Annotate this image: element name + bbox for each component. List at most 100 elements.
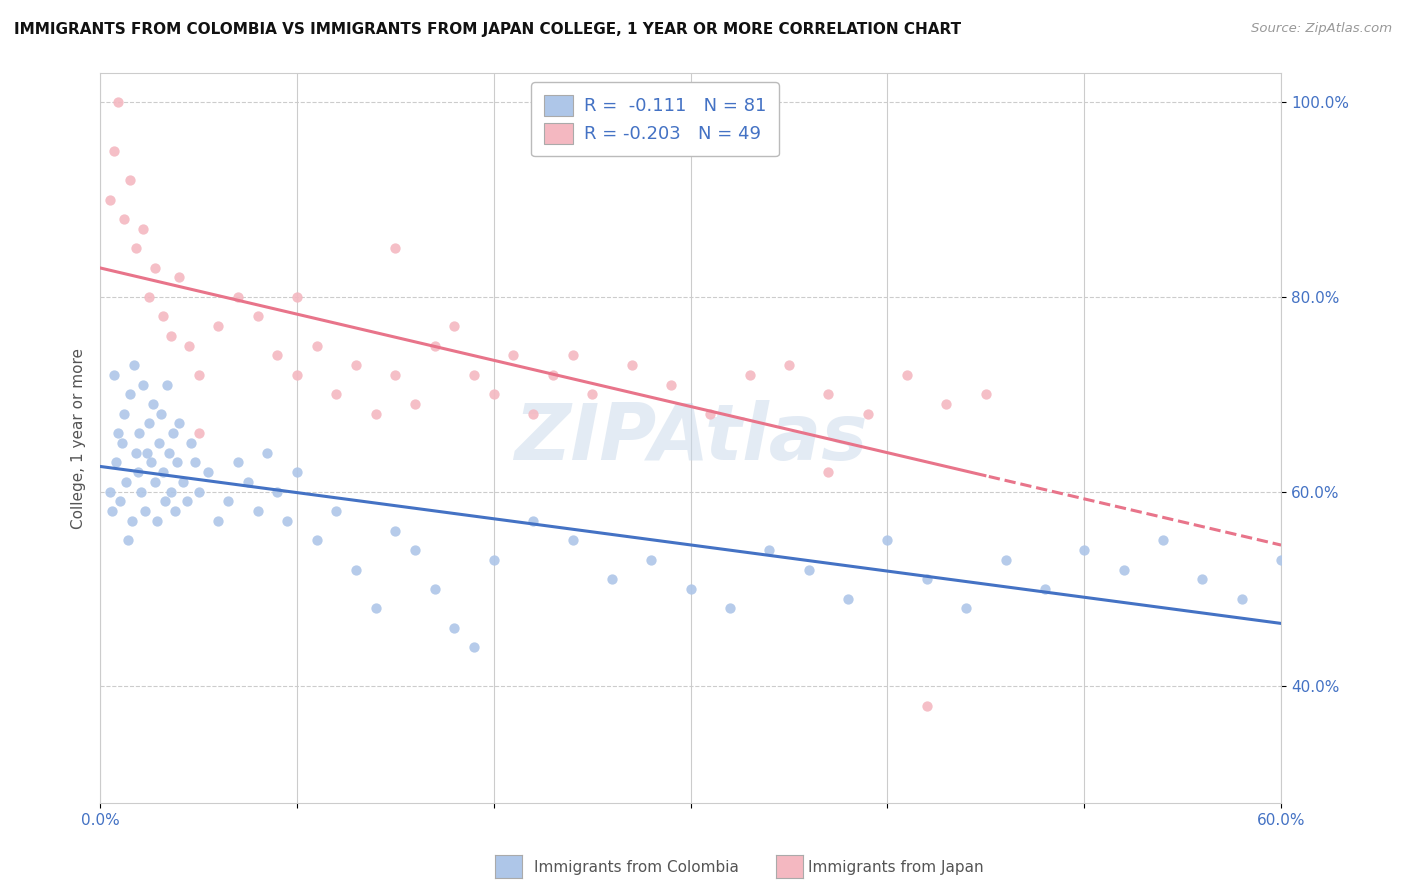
Point	[758, 543, 780, 558]
Point	[246, 310, 269, 324]
Point	[98, 484, 121, 499]
Point	[817, 465, 839, 479]
Point	[404, 543, 426, 558]
Point	[183, 455, 205, 469]
Point	[146, 514, 169, 528]
Point	[738, 368, 761, 382]
Point	[285, 290, 308, 304]
Point	[107, 426, 129, 441]
Point	[166, 455, 188, 469]
Point	[896, 368, 918, 382]
Point	[541, 368, 564, 382]
Point	[561, 533, 583, 548]
Point	[156, 377, 179, 392]
Point	[177, 338, 200, 352]
Point	[443, 319, 465, 334]
Point	[1152, 533, 1174, 548]
Point	[423, 582, 446, 596]
Point	[167, 417, 190, 431]
Point	[325, 504, 347, 518]
Point	[659, 377, 682, 392]
Point	[285, 368, 308, 382]
Point	[640, 553, 662, 567]
Point	[1270, 553, 1292, 567]
Point	[522, 407, 544, 421]
Point	[994, 553, 1017, 567]
Point	[132, 221, 155, 235]
Point	[600, 572, 623, 586]
Point	[1230, 591, 1253, 606]
Point	[157, 446, 180, 460]
Point	[160, 484, 183, 499]
Point	[163, 504, 186, 518]
Point	[101, 504, 124, 518]
Point	[180, 436, 202, 450]
Point	[344, 562, 367, 576]
Point	[246, 504, 269, 518]
Point	[111, 436, 134, 450]
Point	[176, 494, 198, 508]
Point	[797, 562, 820, 576]
Point	[285, 465, 308, 479]
Point	[107, 95, 129, 110]
Point	[187, 484, 209, 499]
Point	[974, 387, 997, 401]
Point	[132, 377, 155, 392]
Point	[581, 387, 603, 401]
Point	[162, 426, 184, 441]
Legend: R =  -0.111   N = 81, R = -0.203   N = 49: R = -0.111 N = 81, R = -0.203 N = 49	[531, 82, 779, 156]
Point	[463, 640, 485, 655]
Point	[112, 407, 135, 421]
Point	[817, 387, 839, 401]
Point	[935, 397, 957, 411]
Point	[122, 358, 145, 372]
Point	[502, 348, 524, 362]
Point	[143, 475, 166, 489]
Point	[128, 426, 150, 441]
Point	[143, 260, 166, 275]
Point	[876, 533, 898, 548]
Point	[236, 475, 259, 489]
Point	[112, 212, 135, 227]
Point	[266, 348, 288, 362]
Point	[114, 475, 136, 489]
Point	[226, 290, 249, 304]
Point	[364, 601, 387, 615]
Point	[131, 484, 153, 499]
Point	[124, 241, 146, 255]
Point	[167, 270, 190, 285]
Point	[138, 417, 160, 431]
Point	[482, 387, 505, 401]
Point	[1112, 562, 1135, 576]
Point	[98, 193, 121, 207]
Point	[344, 358, 367, 372]
Point	[118, 173, 141, 187]
Point	[955, 601, 977, 615]
Point	[463, 368, 485, 382]
Point	[150, 407, 173, 421]
Point	[325, 387, 347, 401]
Point	[915, 572, 938, 586]
Text: IMMIGRANTS FROM COLOMBIA VS IMMIGRANTS FROM JAPAN COLLEGE, 1 YEAR OR MORE CORREL: IMMIGRANTS FROM COLOMBIA VS IMMIGRANTS F…	[14, 22, 962, 37]
Point	[187, 368, 209, 382]
Point	[103, 368, 125, 382]
Point	[197, 465, 219, 479]
Y-axis label: College, 1 year or more: College, 1 year or more	[72, 348, 86, 529]
Point	[699, 407, 721, 421]
Point	[561, 348, 583, 362]
Point	[207, 514, 229, 528]
Point	[207, 319, 229, 334]
Point	[1191, 572, 1213, 586]
Text: Immigrants from Japan: Immigrants from Japan	[808, 860, 984, 874]
Point	[718, 601, 741, 615]
Point	[364, 407, 387, 421]
Point	[443, 621, 465, 635]
Point	[103, 144, 125, 158]
Point	[856, 407, 879, 421]
Point	[915, 698, 938, 713]
Point	[276, 514, 298, 528]
Point	[1033, 582, 1056, 596]
Point	[384, 368, 406, 382]
Point	[142, 397, 165, 411]
Point	[108, 494, 131, 508]
